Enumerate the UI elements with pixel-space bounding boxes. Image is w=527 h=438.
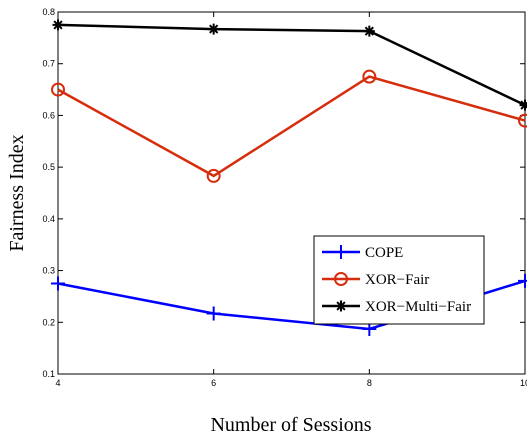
circle-marker	[518, 113, 527, 128]
series-line	[57, 75, 526, 178]
x-tick-label: 6	[211, 378, 216, 388]
y-tick-label: 0.8	[42, 7, 55, 17]
circle-marker	[206, 168, 221, 183]
y-tick-label: 0.2	[42, 317, 55, 327]
x-tick-label: 4	[55, 378, 60, 388]
x-axis-title: Number of Sessions	[210, 414, 371, 436]
circle-marker	[362, 69, 377, 84]
x-tick-label: 10	[520, 378, 527, 388]
asterisk-marker	[335, 300, 347, 312]
plus-marker	[334, 245, 348, 259]
x-tick-label: 8	[367, 378, 372, 388]
y-axis-title: Fairness Index	[6, 134, 28, 251]
series-3	[52, 19, 527, 111]
asterisk-marker	[52, 19, 64, 31]
asterisk-marker	[519, 99, 527, 111]
circle-marker	[334, 272, 348, 286]
y-tick-label: 0.1	[42, 369, 55, 379]
y-tick-label: 0.5	[42, 162, 55, 172]
legend-item: COPE	[322, 245, 403, 261]
legend-item: XOR−Fair	[322, 272, 429, 288]
legend: COPE XOR−Fair XOR−Multi−Fair	[313, 235, 485, 325]
y-tick-label: 0.6	[42, 110, 55, 120]
legend-item: XOR−Multi−Fair	[322, 299, 471, 315]
legend-label: XOR−Fair	[365, 272, 429, 288]
legend-label: XOR−Multi−Fair	[365, 299, 471, 315]
asterisk-marker	[363, 25, 375, 37]
asterisk-marker	[208, 23, 220, 35]
plus-marker	[206, 306, 221, 321]
plus-marker	[518, 273, 527, 288]
series-line	[57, 23, 526, 107]
circle-marker	[51, 82, 65, 97]
plus-marker	[51, 276, 65, 291]
legend-label: COPE	[365, 245, 403, 261]
series-2	[51, 69, 527, 183]
y-tick-label: 0.4	[42, 214, 55, 224]
y-tick-label: 0.7	[42, 59, 55, 69]
y-tick-label: 0.3	[42, 266, 55, 276]
